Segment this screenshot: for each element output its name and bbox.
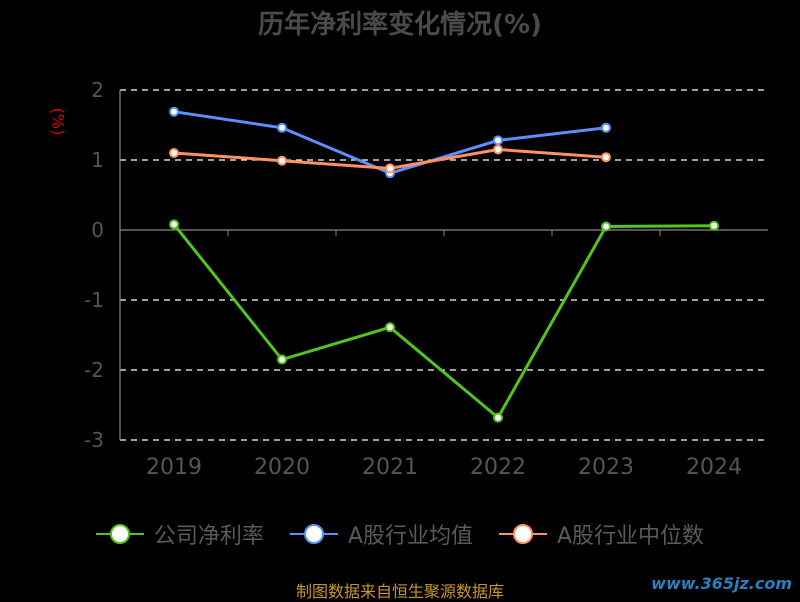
legend-marker-industry-mean xyxy=(289,524,338,544)
series-group xyxy=(169,106,719,423)
data-point-0-4[interactable] xyxy=(601,221,611,232)
legend-label-industry-median: A股行业中位数 xyxy=(557,524,705,549)
grid-lines xyxy=(119,89,768,441)
data-point-1-3[interactable] xyxy=(493,135,503,146)
y-tick-label: -1 xyxy=(84,288,104,312)
data-point-1-1[interactable] xyxy=(277,122,287,133)
x-tick-label: 2022 xyxy=(470,455,526,480)
data-point-2-4[interactable] xyxy=(601,152,611,163)
data-source-note: 制图数据来自恒生聚源数据库 xyxy=(295,582,504,601)
legend-marker-company xyxy=(95,524,144,544)
data-point-2-2[interactable] xyxy=(385,163,395,174)
data-point-0-1[interactable] xyxy=(277,354,287,365)
data-point-0-2[interactable] xyxy=(385,322,395,333)
data-point-0-0[interactable] xyxy=(169,219,179,230)
legend-label-company: 公司净利率 xyxy=(153,524,264,549)
x-tick-label: 2024 xyxy=(686,455,742,480)
chart-title: 历年净利率变化情况(%) xyxy=(258,10,542,40)
data-point-2-3[interactable] xyxy=(493,144,503,155)
y-tick-label: 0 xyxy=(91,218,104,242)
data-point-0-5[interactable] xyxy=(709,220,719,231)
legend-item-industry-median[interactable]: A股行业中位数 xyxy=(499,518,704,550)
series-line-0 xyxy=(172,223,715,420)
y-tick-label: 2 xyxy=(91,78,104,102)
data-point-1-0[interactable] xyxy=(169,106,179,117)
x-axis: 2019 2020 2021 2022 2023 2024 xyxy=(119,230,742,480)
x-tick-label: 2021 xyxy=(362,455,418,480)
data-point-1-4[interactable] xyxy=(601,122,611,133)
legend-item-company[interactable]: 公司净利率 xyxy=(95,518,264,550)
legend-label-industry-mean: A股行业均值 xyxy=(347,524,473,549)
data-point-2-0[interactable] xyxy=(169,148,179,158)
legend-item-industry-mean[interactable]: A股行业均值 xyxy=(289,518,473,550)
legend: 公司净利率 A股行业均值 A股行业中位数 xyxy=(0,518,800,550)
legend-marker-industry-median xyxy=(499,524,547,544)
data-point-2-1[interactable] xyxy=(277,155,287,166)
x-tick-label: 2023 xyxy=(578,455,634,480)
x-tick-label: 2020 xyxy=(254,455,310,480)
y-tick-label: -2 xyxy=(84,358,104,382)
watermark-logo: www.365jz.com xyxy=(651,574,792,593)
x-tick-label: 2019 xyxy=(146,455,202,480)
y-axis-ticks: 2 1 0 -1 -2 -3 xyxy=(84,78,104,452)
data-point-0-3[interactable] xyxy=(493,412,503,423)
y-tick-label: -3 xyxy=(84,428,104,452)
y-tick-label: 1 xyxy=(91,148,104,172)
